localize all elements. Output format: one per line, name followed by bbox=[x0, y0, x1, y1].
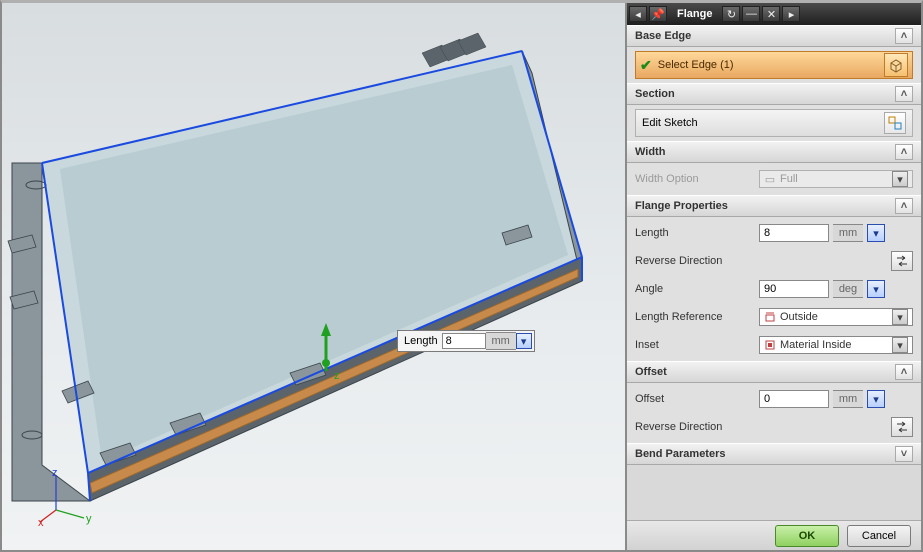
offset-reverse-row: Reverse Direction bbox=[635, 415, 913, 439]
angle-dropdown[interactable]: ▾ bbox=[867, 280, 885, 298]
section-width[interactable]: Width ˄ bbox=[627, 141, 921, 163]
sketch-icon[interactable] bbox=[884, 112, 906, 134]
edit-sketch-row: Edit Sketch bbox=[635, 109, 913, 137]
section-bend-params[interactable]: Bend Parameters ˅ bbox=[627, 443, 921, 465]
minimize-icon[interactable]: — bbox=[742, 6, 760, 22]
edit-sketch-label: Edit Sketch bbox=[642, 117, 698, 129]
angle-input[interactable] bbox=[759, 280, 829, 298]
chevron-down-icon[interactable]: ▾ bbox=[892, 337, 908, 353]
pin-icon[interactable]: 📌 bbox=[649, 6, 667, 22]
material-inside-icon bbox=[764, 339, 776, 351]
outside-icon bbox=[764, 311, 776, 323]
offset-label: Offset bbox=[635, 393, 755, 405]
section-section[interactable]: Section ˄ bbox=[627, 83, 921, 105]
chevron-down-icon[interactable]: ▾ bbox=[892, 309, 908, 325]
length-reference-label: Length Reference bbox=[635, 311, 755, 323]
length-dropdown[interactable]: ▾ bbox=[867, 224, 885, 242]
section-flange-props[interactable]: Flange Properties ˄ bbox=[627, 195, 921, 217]
arrow-left-icon[interactable]: ◂ bbox=[629, 6, 647, 22]
full-width-icon: ▭ bbox=[764, 173, 776, 185]
length-reference-select[interactable]: Outside ▾ bbox=[759, 308, 913, 326]
arrow-right-icon[interactable]: ▸ bbox=[782, 6, 800, 22]
chevron-down-icon: ▾ bbox=[892, 171, 908, 187]
length-row: Length mm ▾ bbox=[635, 221, 913, 245]
viewport-length-label: Length bbox=[400, 335, 442, 347]
svg-text:z: z bbox=[52, 468, 58, 479]
close-icon[interactable]: ✕ bbox=[762, 6, 780, 22]
svg-text:y: y bbox=[86, 513, 92, 525]
reverse-direction-row: Reverse Direction bbox=[635, 249, 913, 273]
flange-panel: ◂ 📌 Flange ↻ — ✕ ▸ Base Edge ˄ ✔ Select … bbox=[625, 3, 921, 550]
offset-reverse-label: Reverse Direction bbox=[635, 421, 755, 433]
chevron-up-icon[interactable]: ˄ bbox=[895, 28, 913, 44]
ok-button[interactable]: OK bbox=[775, 525, 839, 547]
width-option-select: ▭ Full ▾ bbox=[759, 170, 913, 188]
chevron-down-icon[interactable]: ˅ bbox=[895, 446, 913, 462]
panel-footer: OK Cancel bbox=[627, 520, 921, 550]
reverse-direction-button[interactable] bbox=[891, 251, 913, 271]
length-label: Length bbox=[635, 227, 755, 239]
offset-dropdown[interactable]: ▾ bbox=[867, 390, 885, 408]
select-edge-row[interactable]: ✔ Select Edge (1) bbox=[635, 51, 913, 79]
inset-row: Inset Material Inside ▾ bbox=[635, 333, 913, 357]
length-reference-row: Length Reference Outside ▾ bbox=[635, 305, 913, 329]
angle-row: Angle deg ▾ bbox=[635, 277, 913, 301]
offset-reverse-button[interactable] bbox=[891, 417, 913, 437]
svg-text:z: z bbox=[334, 370, 340, 382]
cancel-button[interactable]: Cancel bbox=[847, 525, 911, 547]
angle-unit: deg bbox=[833, 280, 863, 298]
viewport-length-field[interactable] bbox=[442, 333, 486, 349]
section-offset[interactable]: Offset ˄ bbox=[627, 361, 921, 383]
offset-row: Offset mm ▾ bbox=[635, 387, 913, 411]
chevron-up-icon[interactable]: ˄ bbox=[895, 198, 913, 214]
width-option-label: Width Option bbox=[635, 173, 755, 185]
angle-label: Angle bbox=[635, 283, 755, 295]
chevron-up-icon[interactable]: ˄ bbox=[895, 364, 913, 380]
axes-triad: z x y bbox=[38, 468, 98, 528]
length-unit: mm bbox=[833, 224, 863, 242]
reset-icon[interactable]: ↻ bbox=[722, 6, 740, 22]
viewport-length-dropdown[interactable]: ▾ bbox=[516, 333, 532, 349]
offset-unit: mm bbox=[833, 390, 863, 408]
length-input[interactable] bbox=[759, 224, 829, 242]
app-root: z Length mm ▾ z x y ◂ 📌 Flange ↻ — bbox=[0, 0, 923, 552]
select-edge-label: Select Edge (1) bbox=[658, 59, 734, 71]
panel-title: Flange bbox=[669, 8, 720, 20]
panel-titlebar: ◂ 📌 Flange ↻ — ✕ ▸ bbox=[627, 3, 921, 25]
inset-label: Inset bbox=[635, 339, 755, 351]
inset-select[interactable]: Material Inside ▾ bbox=[759, 336, 913, 354]
viewport-length-input[interactable]: Length mm ▾ bbox=[397, 330, 535, 352]
width-option-row: Width Option ▭ Full ▾ bbox=[635, 167, 913, 191]
section-base-edge[interactable]: Base Edge ˄ bbox=[627, 25, 921, 47]
viewport-length-unit: mm bbox=[486, 332, 516, 350]
reverse-direction-label: Reverse Direction bbox=[635, 255, 755, 267]
checkmark-icon: ✔ bbox=[640, 57, 652, 74]
cube-icon[interactable] bbox=[884, 53, 908, 77]
svg-text:x: x bbox=[38, 517, 44, 528]
chevron-up-icon[interactable]: ˄ bbox=[895, 86, 913, 102]
viewport-3d[interactable]: z Length mm ▾ z x y bbox=[2, 3, 625, 550]
chevron-up-icon[interactable]: ˄ bbox=[895, 144, 913, 160]
offset-input[interactable] bbox=[759, 390, 829, 408]
